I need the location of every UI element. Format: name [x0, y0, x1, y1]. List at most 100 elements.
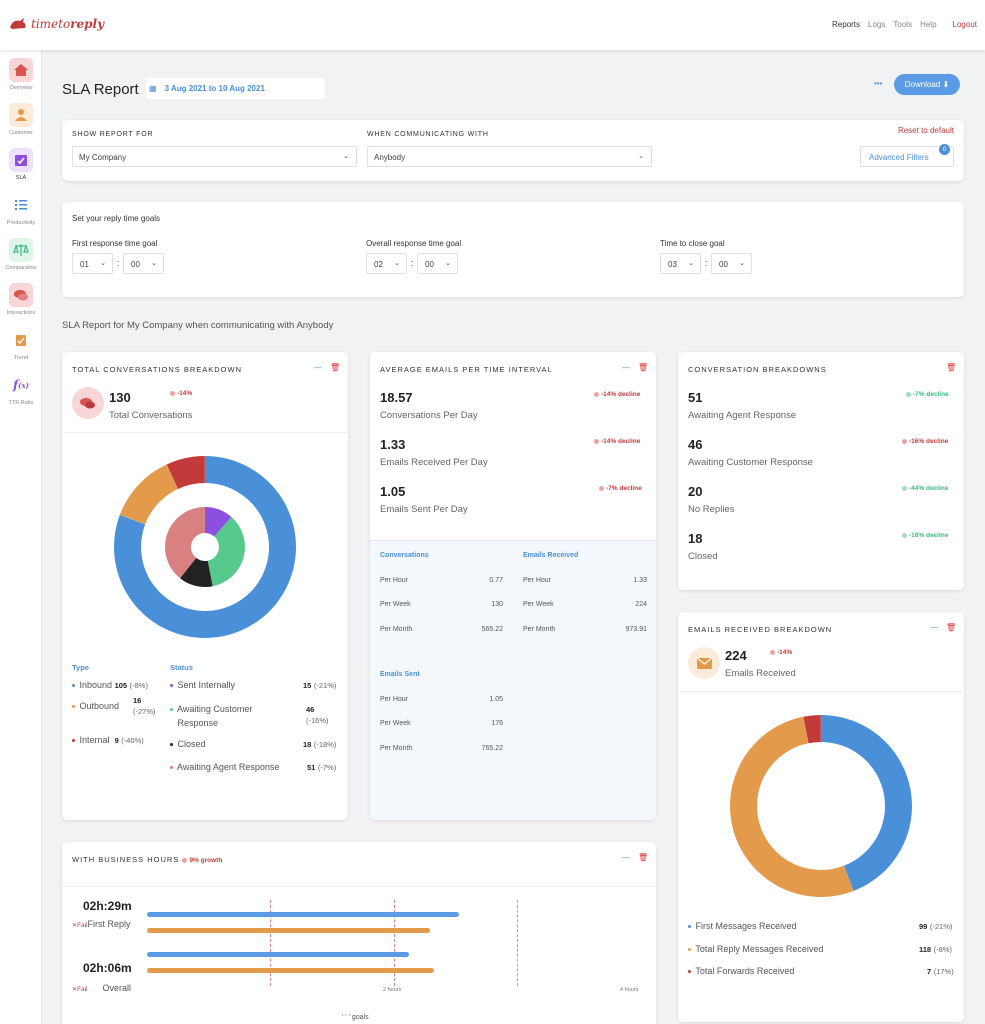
tick-label: 2 hours — [383, 987, 402, 993]
chevron-down-icon: ⌄ — [151, 260, 157, 267]
user-icon — [9, 103, 33, 127]
date-range-picker[interactable]: ▦ 3 Aug 2021 to 10 Aug 2021 — [146, 78, 325, 99]
page-title: SLA Report — [62, 81, 139, 98]
more-options-icon[interactable]: ••• — [874, 79, 883, 88]
first-reply-time: 02h:29m — [83, 899, 132, 913]
home-icon — [9, 58, 33, 82]
trash-icon[interactable]: 🗑 — [638, 853, 649, 862]
sidebar-item-overview[interactable]: Overview — [0, 58, 42, 91]
nav-help[interactable]: Help — [920, 20, 937, 29]
type-slice-outbound — [119, 464, 178, 525]
download-button[interactable]: Download ⬇ — [894, 74, 960, 95]
overall-time: 02h:06m — [83, 961, 132, 975]
nav-reports[interactable]: Reports — [832, 20, 861, 29]
card-title: AVERAGE EMAILS PER TIME INTERVAL — [380, 365, 553, 374]
goals-card: Set your reply time goals First response… — [62, 202, 964, 297]
sidebar-item-sla[interactable]: SLA — [0, 148, 42, 181]
trash-icon[interactable]: 🗑 — [330, 363, 341, 372]
minimize-icon[interactable]: — — [314, 363, 322, 372]
total-count: 130 — [109, 390, 131, 405]
chevron-down-icon: ⌄ — [739, 260, 745, 267]
metric-label: Emails Received Per Day — [380, 457, 488, 468]
calendar-icon: ▦ — [149, 84, 157, 93]
advanced-filters-button[interactable]: Advanced Filters 0 — [860, 144, 954, 167]
time-to-close-hours-select[interactable]: 03 ⌄ — [660, 253, 701, 274]
time-to-close-minutes-select[interactable]: 00 ⌄ — [711, 253, 752, 274]
emails-slice-first-messages-received — [821, 715, 912, 891]
conversations-donut-chart — [114, 456, 296, 638]
first-response-minutes-select[interactable]: 00 ⌄ — [123, 253, 164, 274]
emails-received-card: EMAILS RECEIVED BREAKDOWN — 🗑 224 -14% E… — [678, 612, 964, 1022]
overall-response-hours-select[interactable]: 02 ⌄ — [366, 253, 407, 274]
report-caption: SLA Report for My Company when communica… — [62, 320, 334, 331]
reset-default-link[interactable]: Reset to default — [897, 126, 954, 135]
status-slice-awaiting-agent-response — [165, 507, 205, 579]
type-header: Type — [72, 663, 89, 672]
total-label: Total Conversations — [109, 410, 193, 421]
clipboard-icon — [9, 328, 33, 352]
status-header: Status — [170, 663, 193, 672]
metric-value: 1.05 — [380, 484, 406, 499]
status-slice-closed — [180, 557, 213, 587]
stats-panel — [370, 540, 656, 820]
nav-tools[interactable]: Tools — [893, 20, 913, 29]
nav-logs[interactable]: Logs — [868, 20, 886, 29]
metric-value: 18.57 — [380, 390, 413, 405]
type-slice-internal — [166, 456, 205, 489]
emails-received-donut-chart — [729, 715, 912, 897]
sidebar-item-productivity[interactable]: Productivity — [0, 193, 42, 226]
minimize-icon[interactable]: — — [622, 363, 630, 372]
emails-slice-total-reply-messages-received — [729, 716, 854, 897]
conversation-breakdowns-card: CONVERSATION BREAKDOWNS 🗑 51 -7% decline… — [678, 352, 964, 590]
app-logo[interactable]: timetoreply — [8, 17, 104, 31]
chevron-down-icon: ⌄ — [343, 153, 349, 160]
logout-link[interactable]: Logout — [952, 20, 977, 29]
goal-line — [394, 900, 395, 986]
communicating-select[interactable]: Anybody ⌄ — [367, 146, 652, 167]
goals-legend: ' ' ' goals — [342, 1014, 369, 1021]
sidebar-item-ttr-ratio[interactable]: f (x) TTR Ratio — [0, 373, 42, 406]
sidebar-item-trend[interactable]: Trend — [0, 328, 42, 361]
emails-count: 224 — [725, 648, 747, 663]
trash-icon[interactable]: 🗑 — [946, 623, 957, 632]
first-reply-label: ✕FailFirst Reply — [72, 919, 131, 929]
metric-label: Conversations Per Day — [380, 410, 478, 421]
legend-outbound: Outbound — [72, 701, 119, 711]
business-hours-card: WITH BUSINESS HOURS 9% growth — 🗑 02h:29… — [62, 842, 656, 1024]
minimize-icon[interactable]: — — [622, 853, 630, 862]
tick-label: 4 hours — [620, 987, 639, 993]
legend-forwards: Total Forwards Received — [688, 966, 794, 976]
chat-icon — [9, 283, 33, 307]
type-slice-inbound — [114, 456, 296, 638]
trash-icon[interactable]: 🗑 — [638, 363, 649, 372]
chat-bubbles-icon — [72, 387, 104, 419]
first-response-hours-select[interactable]: 01 ⌄ — [72, 253, 113, 274]
sidebar-item-customer[interactable]: Customer — [0, 103, 42, 136]
show-report-label: SHOW REPORT FOR — [72, 131, 154, 138]
show-report-select[interactable]: My Company ⌄ — [72, 146, 357, 167]
first-reply-goal-bar — [147, 928, 430, 933]
chevron-down-icon: ⌄ — [100, 260, 106, 267]
goal-line — [517, 900, 518, 986]
legend-sent-internally: Sent Internally — [170, 680, 235, 690]
goal-line — [270, 900, 271, 986]
calendar-check-icon — [9, 148, 33, 172]
total-conversations-card: TOTAL CONVERSATIONS BREAKDOWN — 🗑 130 -1… — [62, 352, 348, 820]
first-response-goal-label: First response time goal — [72, 239, 158, 248]
sidebar-item-interactions[interactable]: Interactions — [0, 283, 42, 316]
sidebar-item-comparative[interactable]: Comparative — [0, 238, 42, 271]
envelope-icon — [688, 647, 720, 679]
chevron-down-icon: ⌄ — [445, 260, 451, 267]
trash-icon[interactable]: 🗑 — [946, 363, 957, 372]
top-nav: Reports Logs Tools Help Logout — [832, 20, 977, 29]
minimize-icon[interactable]: — — [930, 623, 938, 632]
legend-internal: Internal 9 (-40%) — [72, 735, 144, 745]
legend-awaiting-agent: Awaiting Agent Response — [170, 762, 279, 772]
change-badge: -14% — [170, 390, 192, 397]
card-title: EMAILS RECEIVED BREAKDOWN — [688, 625, 833, 634]
sidebar: Overview Customer SLA Productivity Compa… — [0, 50, 42, 1024]
rabbit-logo-icon — [10, 18, 26, 29]
first-reply-actual-bar — [147, 912, 459, 917]
overall-response-minutes-select[interactable]: 00 ⌄ — [417, 253, 458, 274]
goals-title: Set your reply time goals — [72, 214, 161, 223]
